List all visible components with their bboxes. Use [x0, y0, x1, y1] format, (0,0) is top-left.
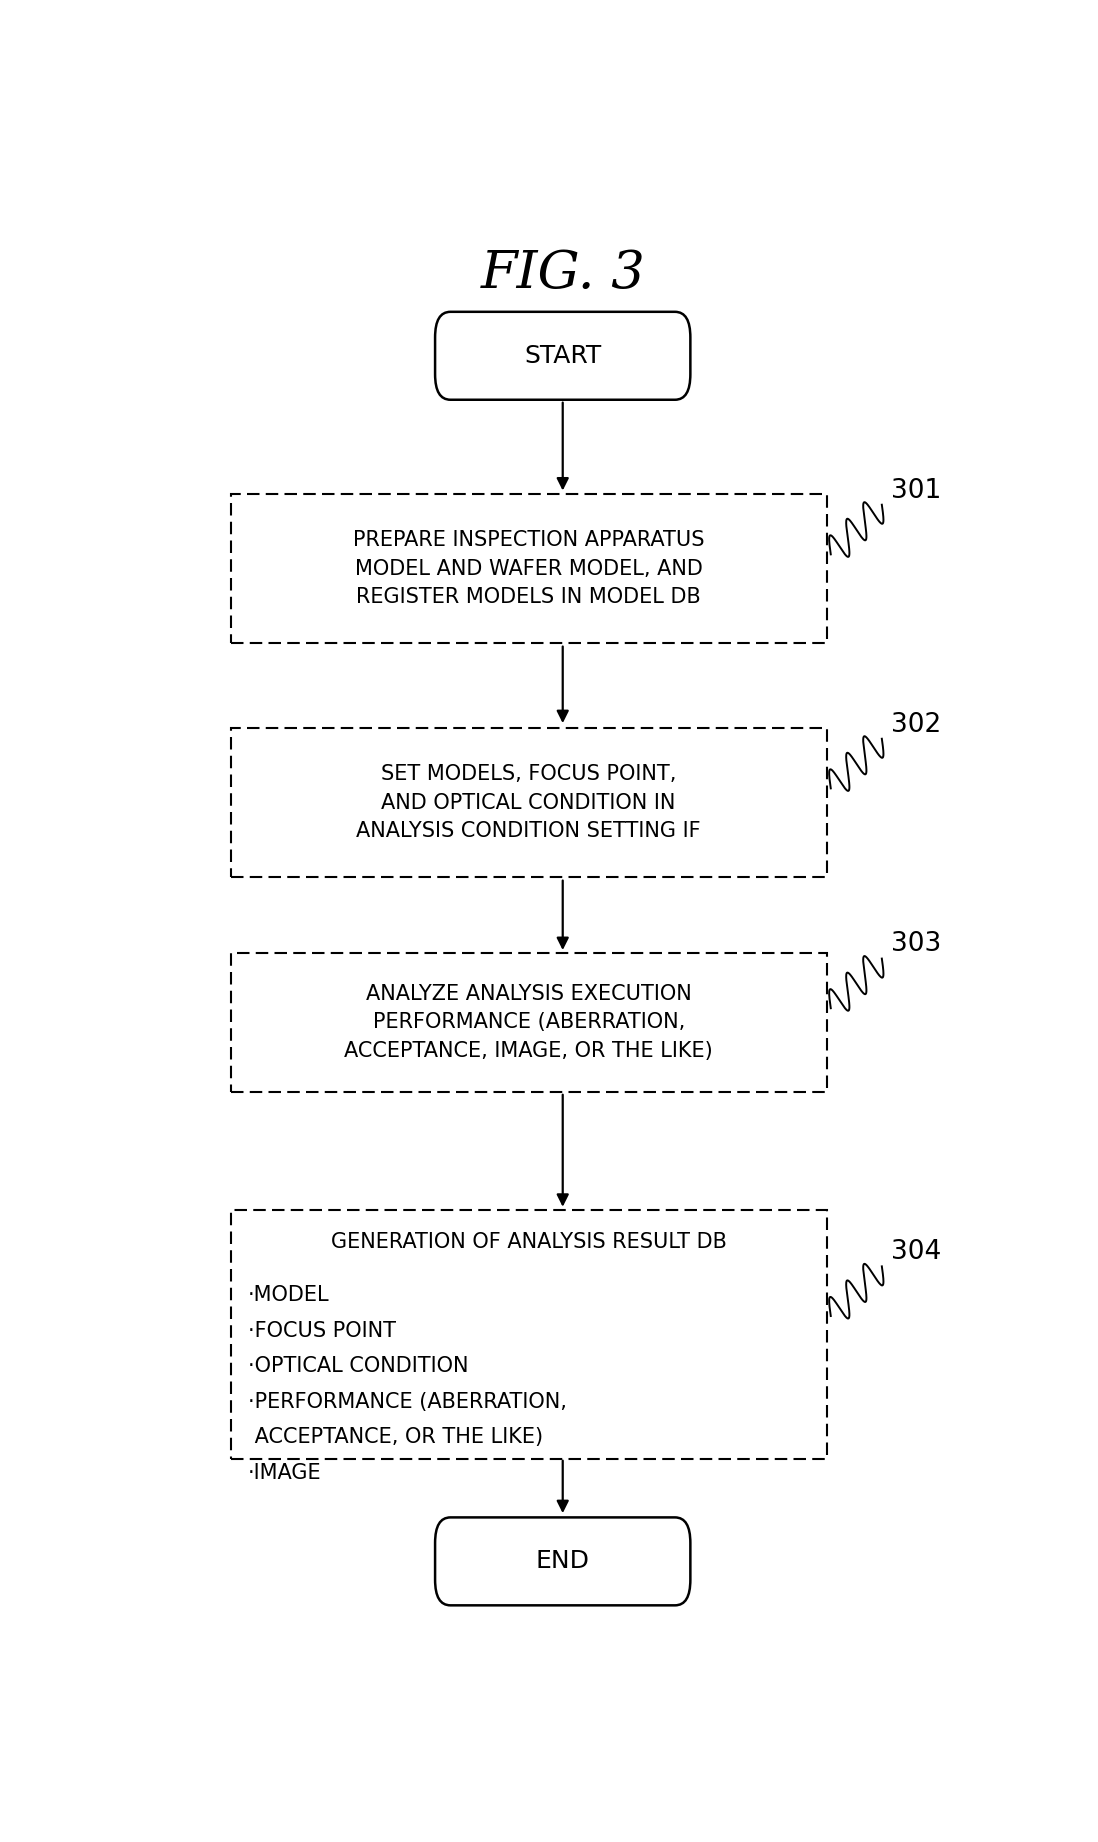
FancyBboxPatch shape: [231, 952, 827, 1092]
Text: ANALYZE ANALYSIS EXECUTION
PERFORMANCE (ABERRATION,
ACCEPTANCE, IMAGE, OR THE LI: ANALYZE ANALYSIS EXECUTION PERFORMANCE (…: [345, 984, 713, 1061]
FancyBboxPatch shape: [231, 1210, 827, 1459]
Text: 302: 302: [890, 711, 941, 737]
Text: GENERATION OF ANALYSIS RESULT DB: GENERATION OF ANALYSIS RESULT DB: [330, 1232, 727, 1251]
FancyBboxPatch shape: [435, 311, 691, 400]
FancyBboxPatch shape: [435, 1518, 691, 1606]
Text: ·OPTICAL CONDITION: ·OPTICAL CONDITION: [248, 1356, 469, 1376]
Text: ·PERFORMANCE (ABERRATION,: ·PERFORMANCE (ABERRATION,: [248, 1393, 567, 1411]
Text: START: START: [524, 344, 602, 368]
Text: FIG. 3: FIG. 3: [480, 249, 646, 298]
Text: 303: 303: [890, 932, 941, 958]
FancyBboxPatch shape: [231, 728, 827, 877]
Text: ·FOCUS POINT: ·FOCUS POINT: [248, 1321, 396, 1341]
FancyBboxPatch shape: [231, 494, 827, 643]
Text: SET MODELS, FOCUS POINT,
AND OPTICAL CONDITION IN
ANALYSIS CONDITION SETTING IF: SET MODELS, FOCUS POINT, AND OPTICAL CON…: [357, 764, 701, 842]
Text: ·MODEL: ·MODEL: [248, 1286, 329, 1306]
Text: ·IMAGE: ·IMAGE: [248, 1463, 322, 1483]
Text: ACCEPTANCE, OR THE LIKE): ACCEPTANCE, OR THE LIKE): [248, 1428, 544, 1448]
Text: 304: 304: [890, 1240, 941, 1265]
Text: PREPARE INSPECTION APPARATUS
MODEL AND WAFER MODEL, AND
REGISTER MODELS IN MODEL: PREPARE INSPECTION APPARATUS MODEL AND W…: [352, 530, 705, 608]
Text: END: END: [536, 1549, 590, 1573]
Text: 301: 301: [890, 477, 941, 503]
